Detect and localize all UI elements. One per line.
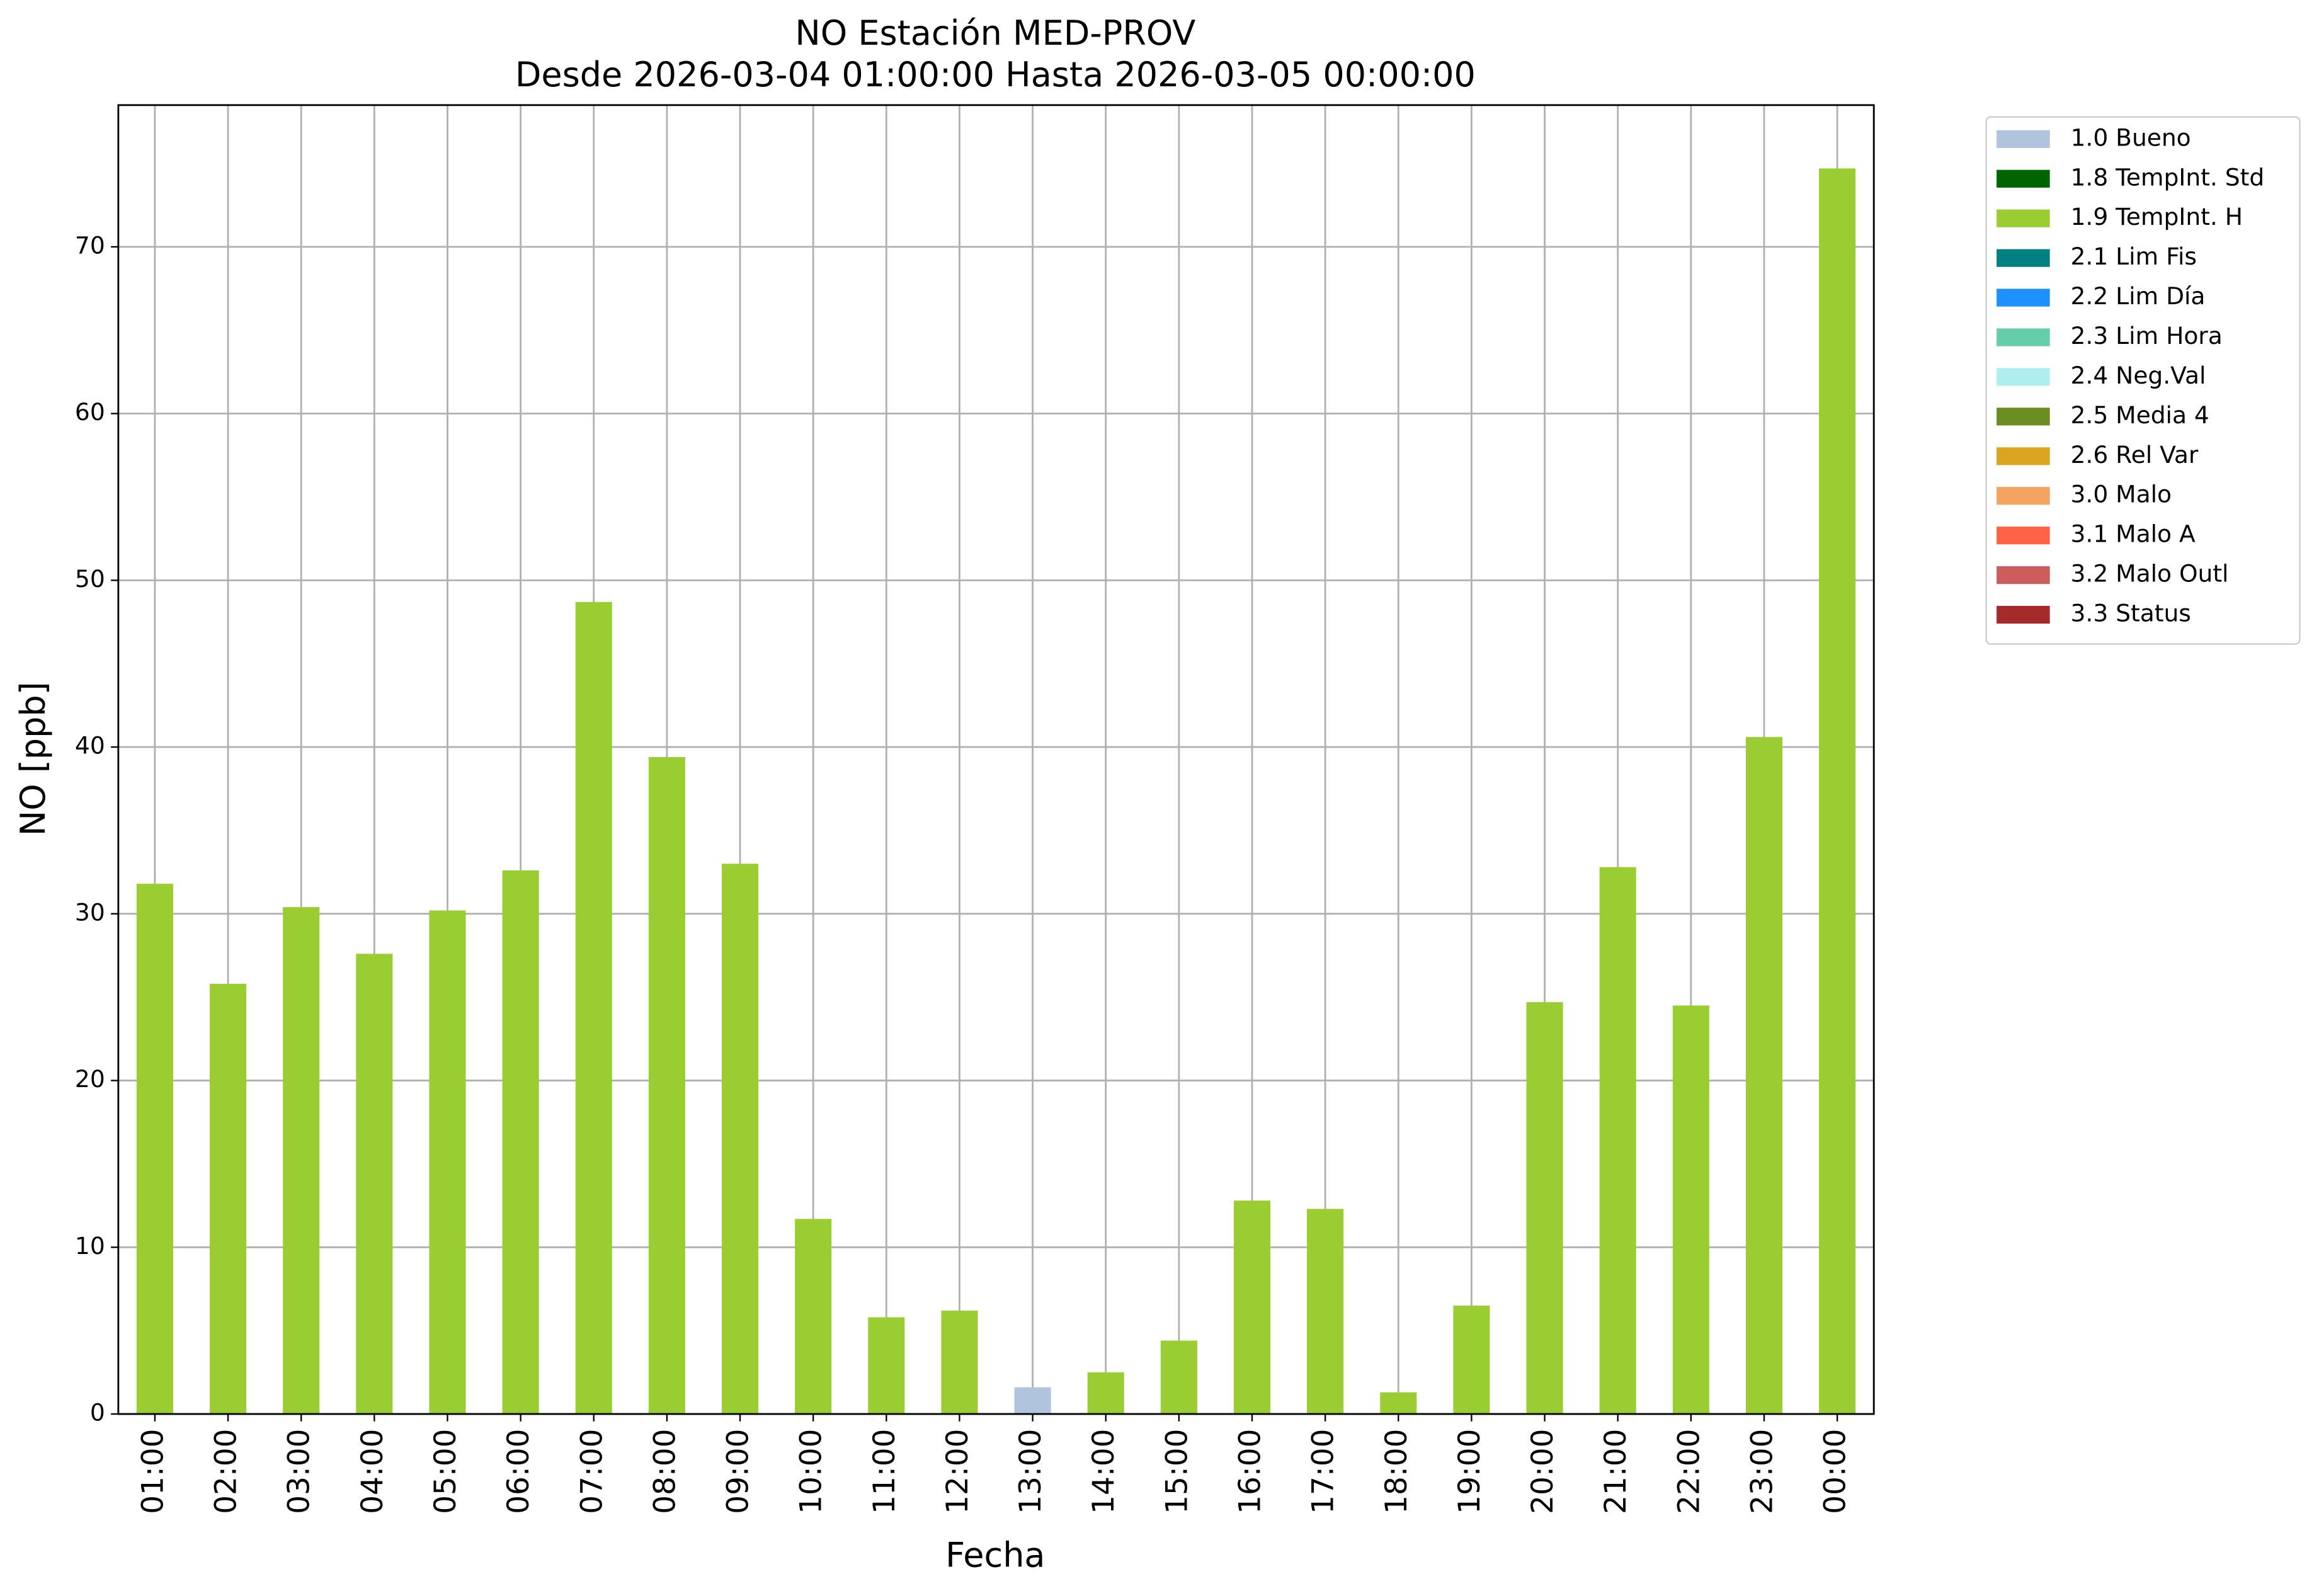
- x-tick-label: 18:00: [1379, 1429, 1414, 1514]
- x-tick-label: 01:00: [135, 1429, 170, 1514]
- bar: [1745, 737, 1783, 1415]
- legend-swatch: [1997, 209, 2050, 227]
- x-tick-label: 11:00: [867, 1429, 902, 1514]
- bar: [1233, 1200, 1271, 1415]
- legend-label: 2.1 Lim Fis: [2071, 242, 2197, 270]
- chart-title: NO Estación MED-PROV: [795, 13, 1195, 53]
- bar: [429, 910, 466, 1415]
- bar: [795, 1219, 832, 1415]
- legend-label: 2.6 Rel Var: [2071, 441, 2199, 469]
- x-tick-label: 10:00: [794, 1429, 829, 1514]
- legend-label: 2.3 Lim Hora: [2071, 322, 2223, 350]
- x-tick-label: 08:00: [647, 1429, 682, 1514]
- bar: [1014, 1387, 1051, 1415]
- y-tick-label: 70: [75, 231, 105, 259]
- y-tick-label: 0: [90, 1399, 105, 1427]
- legend-label: 2.2 Lim Día: [2071, 282, 2206, 310]
- x-tick-label: 20:00: [1525, 1429, 1560, 1514]
- bar: [1599, 867, 1636, 1415]
- x-tick-label: 14:00: [1086, 1429, 1121, 1514]
- bar: [502, 870, 539, 1415]
- legend-label: 2.5 Media 4: [2071, 401, 2209, 429]
- legend-swatch: [1997, 368, 2050, 386]
- bar: [356, 954, 393, 1415]
- x-tick-label: 16:00: [1233, 1429, 1268, 1514]
- y-tick-label: 10: [75, 1232, 105, 1260]
- bar: [575, 601, 612, 1415]
- y-tick-label: 40: [75, 732, 105, 760]
- legend-label: 3.1 Malo A: [2071, 520, 2196, 548]
- x-tick-label: 07:00: [574, 1429, 609, 1514]
- bar: [1453, 1305, 1490, 1415]
- legend-swatch: [1997, 487, 2050, 505]
- y-axis-label: NO [ppb]: [13, 681, 53, 836]
- bar: [868, 1317, 905, 1415]
- y-tick-label: 30: [75, 898, 105, 926]
- x-tick-label: 00:00: [1818, 1429, 1853, 1514]
- x-tick-label: 23:00: [1745, 1429, 1779, 1514]
- x-tick-label: 21:00: [1598, 1429, 1633, 1514]
- legend-box: [1985, 116, 2301, 645]
- x-tick-label: 15:00: [1160, 1429, 1194, 1514]
- bar: [1819, 168, 1856, 1415]
- plot-frame: [117, 104, 1875, 1415]
- x-tick-label: 13:00: [1013, 1429, 1048, 1514]
- x-tick-label: 05:00: [428, 1429, 463, 1514]
- legend-swatch: [1997, 605, 2050, 624]
- legend-label: 2.4 Neg.Val: [2071, 362, 2206, 389]
- legend-swatch: [1997, 249, 2050, 267]
- legend-swatch: [1997, 328, 2050, 346]
- legend-label: 3.3 Status: [2071, 600, 2191, 627]
- bar: [722, 864, 759, 1415]
- bar: [136, 884, 173, 1415]
- bar: [941, 1310, 978, 1415]
- chart-subtitle: Desde 2026-03-04 01:00:00 Hasta 2026-03-…: [515, 55, 1476, 94]
- legend-swatch: [1997, 447, 2050, 465]
- bar: [210, 984, 247, 1415]
- x-tick-label: 19:00: [1452, 1429, 1487, 1514]
- bar: [1380, 1392, 1417, 1415]
- bar: [1307, 1209, 1344, 1415]
- bar: [1672, 1005, 1709, 1415]
- x-tick-label: 17:00: [1306, 1429, 1341, 1514]
- legend-label: 1.8 TempInt. Std: [2071, 163, 2265, 191]
- legend-swatch: [1997, 288, 2050, 307]
- legend-swatch: [1997, 408, 2050, 426]
- legend-swatch: [1997, 130, 2050, 148]
- bar: [283, 907, 320, 1415]
- x-tick-label: 03:00: [282, 1429, 317, 1514]
- bar: [1526, 1002, 1563, 1415]
- x-axis-label: Fecha: [945, 1535, 1045, 1575]
- y-tick-label: 50: [75, 565, 105, 593]
- x-tick-label: 02:00: [209, 1429, 244, 1514]
- legend-swatch: [1997, 169, 2050, 188]
- y-tick-label: 20: [75, 1065, 105, 1093]
- y-tick-label: 60: [75, 398, 105, 426]
- legend-label: 1.0 Bueno: [2071, 123, 2191, 151]
- x-tick-label: 22:00: [1672, 1429, 1706, 1514]
- legend-label: 3.2 Malo Outl: [2071, 560, 2229, 588]
- x-tick-label: 09:00: [721, 1429, 756, 1514]
- x-tick-label: 04:00: [355, 1429, 390, 1514]
- bar: [1087, 1372, 1124, 1415]
- legend-label: 3.0 Malo: [2071, 481, 2172, 508]
- bar: [1160, 1340, 1197, 1415]
- x-tick-label: 06:00: [501, 1429, 536, 1514]
- x-tick-label: 12:00: [940, 1429, 975, 1514]
- legend-label: 1.9 TempInt. H: [2071, 203, 2243, 231]
- legend-swatch: [1997, 566, 2050, 584]
- bar: [648, 756, 685, 1415]
- legend-swatch: [1997, 527, 2050, 545]
